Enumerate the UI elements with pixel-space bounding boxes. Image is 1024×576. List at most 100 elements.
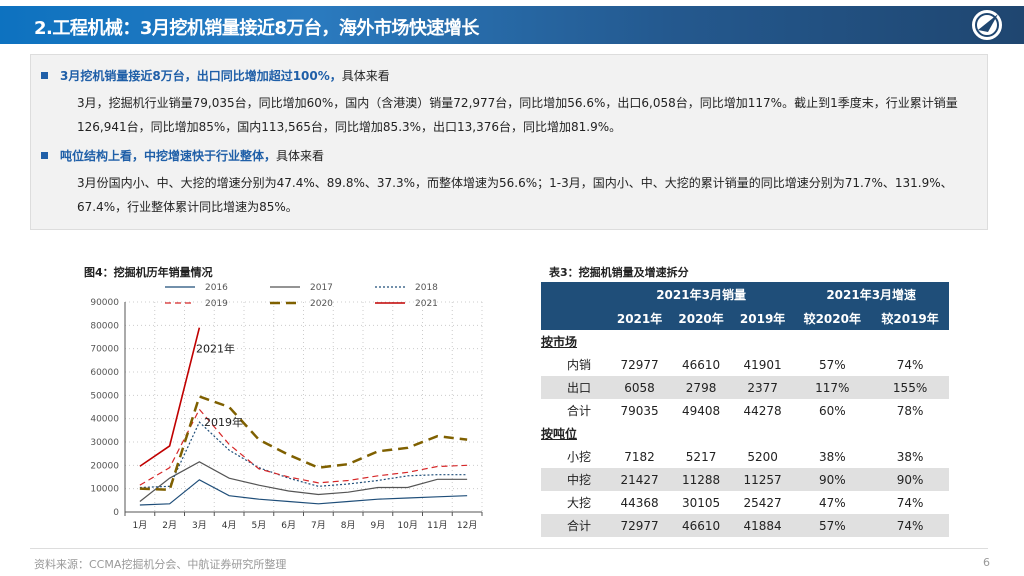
table-cell: 72977 xyxy=(620,357,659,372)
table-caption: 表3：挖掘机销量及增速拆分 xyxy=(549,266,689,279)
table-cell: 41884 xyxy=(731,514,794,537)
x-tick-label: 3月 xyxy=(192,520,207,531)
table-cell: 57% xyxy=(793,514,872,537)
table-cell: 155% xyxy=(871,376,949,399)
y-tick-label: 80000 xyxy=(90,321,119,331)
bullet-1-highlight: 3月挖机销量接近8万台，出口同比增加超过100%， xyxy=(60,69,342,83)
table-cell: 46610 xyxy=(681,357,721,372)
table-cell: 2377 xyxy=(731,376,794,399)
table-cell: 117% xyxy=(793,376,872,399)
table-cell: 41901 xyxy=(743,357,782,372)
legend-label: 2021 xyxy=(415,299,438,309)
slide-title: 2.工程机械：3月挖机销量接近8万台，海外市场快速增长 xyxy=(34,18,479,39)
table-cell: 38% xyxy=(896,449,924,464)
table-cell: 79035 xyxy=(620,403,659,418)
x-tick-label: 5月 xyxy=(252,520,267,531)
legend-label: 2020 xyxy=(310,299,333,309)
table-row: 内销 72977 46610 41901 57% 74% xyxy=(541,353,949,376)
legend-label: 2017 xyxy=(310,283,333,293)
col-header: 较2019年 xyxy=(871,306,949,330)
table-cell: 11257 xyxy=(731,468,794,491)
x-tick-label: 8月 xyxy=(341,520,356,531)
table-cell: 5200 xyxy=(747,449,778,464)
table-row: 合计 79035 49408 44278 60% 78% xyxy=(541,399,949,422)
table-cell: 47% xyxy=(818,495,846,510)
paragraph-2: 3月份国内小、中、大挖的增速分别为47.4%、89.8%、37.3%，而整体增速… xyxy=(77,176,953,214)
legend-label: 2019 xyxy=(205,299,228,309)
col-header: 2020年 xyxy=(670,306,732,330)
table-row: 中挖 21427 11288 11257 90% 90% xyxy=(541,468,949,491)
y-tick-label: 60000 xyxy=(90,368,119,378)
bullet-square-icon xyxy=(41,152,48,159)
series-line-2017 xyxy=(139,461,468,502)
table-cell: 2798 xyxy=(670,376,732,399)
table-cell: 25427 xyxy=(743,495,782,510)
table-cell: 57% xyxy=(818,357,846,372)
x-tick-label: 6月 xyxy=(281,520,296,531)
table-cell: 21427 xyxy=(608,468,671,491)
x-tick-label: 11月 xyxy=(427,520,447,531)
bullet-1: 3月挖机销量接近8万台，出口同比增加超过100%，具体来看 xyxy=(41,67,390,84)
y-tick-label: 50000 xyxy=(90,391,119,401)
source-note: 资料来源：CCMA挖掘机分会、中航证券研究所整理 xyxy=(34,558,287,571)
col-header: 2019年 xyxy=(731,306,794,330)
table-cell: 78% xyxy=(896,403,924,418)
table-cell: 74% xyxy=(871,514,949,537)
group-header-growth: 2021年3月增速 xyxy=(793,282,949,306)
x-tick-label: 1月 xyxy=(133,520,148,531)
slide-header: 2.工程机械：3月挖机销量接近8万台，海外市场快速增长 xyxy=(0,6,1024,44)
sales-table: 2021年3月销量 2021年3月增速 2021年 2020年 2019年 较20… xyxy=(541,282,949,537)
bullet-2-highlight: 吨位结构上看，中挖增速快于行业整体， xyxy=(60,149,277,163)
sales-line-chart: 0 10000 20000 30000 40000 50000 60000 70000 8000… xyxy=(90,283,483,531)
x-tick-label: 9月 xyxy=(371,520,386,531)
series-line-2019 xyxy=(139,408,468,486)
footer-divider xyxy=(30,548,988,549)
chart-caption: 图4：挖掘机历年销量情况 xyxy=(84,266,213,279)
y-tick-label: 0 xyxy=(113,508,119,518)
table-row: 小挖 7182 5217 5200 38% 38% xyxy=(541,445,949,468)
annotation-2019: 2019年 xyxy=(204,415,243,429)
table-cell: 11288 xyxy=(670,468,732,491)
table-cell: 出口 xyxy=(541,376,609,399)
x-tick-label: 7月 xyxy=(311,520,326,531)
col-header: 2021年 xyxy=(608,306,671,330)
table-cell: 90% xyxy=(871,468,949,491)
table-cell: 44278 xyxy=(743,403,782,418)
y-tick-label: 40000 xyxy=(90,415,119,425)
page-number: 6 xyxy=(983,556,990,569)
table-row: 合计 72977 46610 41884 57% 74% xyxy=(541,514,949,537)
table-cell: 大挖 xyxy=(567,496,592,510)
bullet-1-rest: 具体来看 xyxy=(341,69,390,83)
table-cell: 5217 xyxy=(685,449,717,464)
paragraph-1: 3月，挖掘机行业销量79,035台，同比增加60%，国内（含港澳）销量72,97… xyxy=(77,96,958,134)
table-cell: 49408 xyxy=(681,403,721,418)
x-tick-label: 10月 xyxy=(397,520,417,531)
table-cell: 90% xyxy=(793,468,872,491)
annotation-2021: 2021年 xyxy=(196,342,235,356)
section-title: 按吨位 xyxy=(541,427,578,441)
table-cell: 74% xyxy=(896,495,924,510)
table-cell: 合计 xyxy=(541,514,609,537)
legend-label: 2018 xyxy=(415,283,438,293)
y-tick-label: 90000 xyxy=(90,298,119,308)
table-cell: 74% xyxy=(896,357,924,372)
y-tick-label: 30000 xyxy=(90,438,119,448)
table-row: 出口 6058 2798 2377 117% 155% xyxy=(541,376,949,399)
table-cell: 合计 xyxy=(567,404,592,418)
y-tick-label: 70000 xyxy=(90,345,119,355)
table-cell: 38% xyxy=(818,449,846,464)
table-cell: 7182 xyxy=(624,449,655,464)
section-title: 按市场 xyxy=(541,335,578,349)
section-row: 按吨位 xyxy=(541,422,949,445)
series-line-2018 xyxy=(139,421,468,489)
x-tick-label: 4月 xyxy=(222,520,237,531)
table-cell: 60% xyxy=(818,403,846,418)
summary-box: 3月挖机销量接近8万台，出口同比增加超过100%，具体来看 3月，挖掘机行业销量… xyxy=(30,54,988,230)
table-cell: 44368 xyxy=(620,495,659,510)
table-cell: 72977 xyxy=(608,514,671,537)
avic-logo-icon xyxy=(970,8,1004,42)
table-cell: 小挖 xyxy=(567,450,592,464)
table-cell: 内销 xyxy=(567,358,592,372)
bullet-2-rest: 具体来看 xyxy=(276,149,325,163)
y-tick-label: 20000 xyxy=(90,461,119,471)
